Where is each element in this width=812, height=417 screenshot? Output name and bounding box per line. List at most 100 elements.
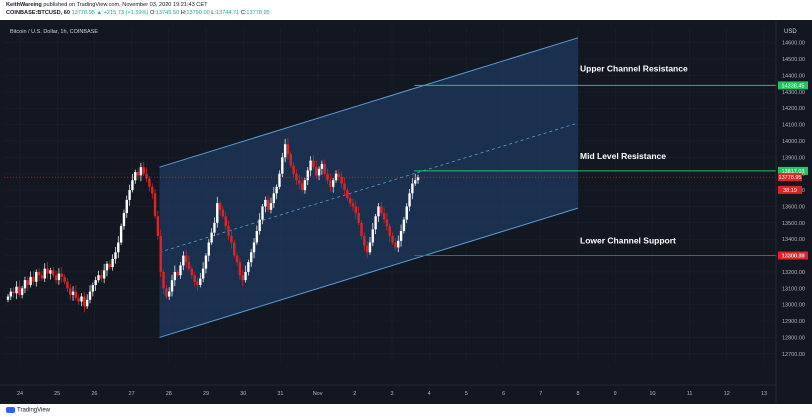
channel-lower-line[interactable] [159, 207, 579, 338]
candle-body [187, 262, 191, 269]
currency-label[interactable]: USD [784, 29, 797, 35]
candle-body [83, 296, 86, 307]
y-tick-label: 13900.00 [782, 155, 805, 161]
symbol-text: COINBASE:BTCUSD, 60 [6, 10, 71, 16]
y-tick-label: 14300.00 [782, 90, 805, 96]
x-tick-label: 29 [203, 391, 209, 397]
channel-upper-line[interactable] [159, 37, 579, 168]
y-tick-label: 13400.00 [782, 237, 805, 243]
candle-body [179, 265, 182, 276]
candle-body [46, 268, 49, 274]
candle-body [241, 275, 244, 281]
candle-body [66, 281, 69, 289]
candle-body [151, 186, 154, 194]
close-value: 13778.95 [246, 10, 270, 16]
candle-body [153, 193, 157, 217]
candle-body [114, 252, 117, 259]
candle-body [69, 288, 72, 295]
y-tick-label: 14500.00 [782, 57, 805, 63]
candle-body [20, 288, 24, 295]
candle-body [40, 275, 44, 279]
candle-body [337, 173, 341, 177]
candle-body [224, 216, 227, 227]
candle-body [272, 193, 276, 204]
candle-body [207, 242, 210, 256]
candle-body [249, 252, 253, 263]
candle-body [269, 203, 273, 210]
current-price-tag [778, 185, 802, 194]
footer-bar: TradingView [0, 404, 812, 417]
candle-body [385, 219, 389, 227]
candle-body [411, 183, 414, 194]
x-tick-label: Nov [313, 391, 323, 397]
candle-body [15, 286, 18, 294]
candle-body [405, 206, 408, 220]
current-price-text: 38:19 [783, 188, 797, 194]
candle-body [23, 280, 27, 289]
candle-body [416, 177, 420, 181]
last-price: 13778.95 [71, 10, 95, 16]
candle-body [77, 298, 80, 302]
y-tick-label: 12800.00 [782, 335, 805, 341]
x-tick-label: 28 [166, 391, 172, 397]
candle-body [176, 271, 179, 276]
candle-body [388, 226, 391, 236]
candle-body [238, 262, 242, 276]
price-chart[interactable]: Upper Channel Resistance Mid Level Resist… [0, 20, 812, 404]
candle-body [97, 275, 100, 281]
candle-body [63, 276, 66, 282]
candle-body [394, 242, 397, 248]
candle-body [18, 286, 21, 295]
tradingview-logo[interactable]: TradingView [6, 407, 50, 414]
x-tick-label: 10 [649, 391, 655, 397]
open-label: O: [149, 10, 156, 16]
candle-body [204, 255, 208, 269]
level-price-tag [778, 166, 808, 175]
candle-body [402, 219, 406, 232]
candle-body [255, 231, 259, 243]
candle-body [227, 226, 230, 236]
parallel-channel[interactable] [159, 37, 579, 338]
candle-body [377, 206, 380, 217]
candle-body [201, 268, 205, 279]
candle-body [320, 163, 324, 169]
candle-body [252, 242, 256, 253]
candle-body [12, 291, 15, 294]
candle-body [357, 213, 360, 223]
x-tick-label: 8 [576, 391, 579, 397]
annotation-labels: Upper Channel Resistance Mid Level Resist… [580, 63, 688, 245]
x-tick-label: 3 [390, 391, 393, 397]
candle-body [221, 209, 225, 217]
x-tick-label: 30 [240, 391, 246, 397]
candle-body [35, 271, 38, 282]
candle-body [117, 242, 120, 253]
level-price-tag [778, 81, 808, 90]
level-price-text: 13817.03 [782, 169, 805, 175]
ohlc-line: COINBASE:BTCUSD, 60 13778.95 ▲ +215.73 (… [6, 10, 270, 16]
candle-body [37, 271, 41, 276]
y-tick-label: 14400.00 [782, 73, 805, 79]
horizontal-levels [4, 84, 776, 257]
candle-body [235, 255, 239, 263]
author-name[interactable]: KeithWareing [6, 2, 42, 8]
candle-body [278, 173, 281, 187]
x-tick-label: 31 [277, 391, 283, 397]
candle-body [184, 255, 188, 263]
candlestick-series [6, 137, 420, 313]
y-tick-label: 13600.00 [782, 204, 805, 210]
x-tick-label: 2 [353, 391, 356, 397]
candle-body [170, 280, 174, 292]
price-change: ▲ +215.73 (+1.59%) [96, 10, 149, 16]
y-tick-label: 13200.00 [782, 270, 805, 276]
candle-body [139, 167, 143, 176]
candle-body [100, 275, 103, 279]
candle-body [298, 180, 301, 184]
candle-body [60, 273, 63, 277]
y-tick-label: 14000.00 [782, 139, 805, 145]
candle-body [351, 203, 355, 207]
y-tick-label: 12700.00 [782, 352, 805, 358]
candle-body [391, 235, 394, 243]
candle-body [286, 144, 290, 155]
x-tick-label: 26 [91, 391, 97, 397]
current-price-tag [778, 173, 802, 182]
